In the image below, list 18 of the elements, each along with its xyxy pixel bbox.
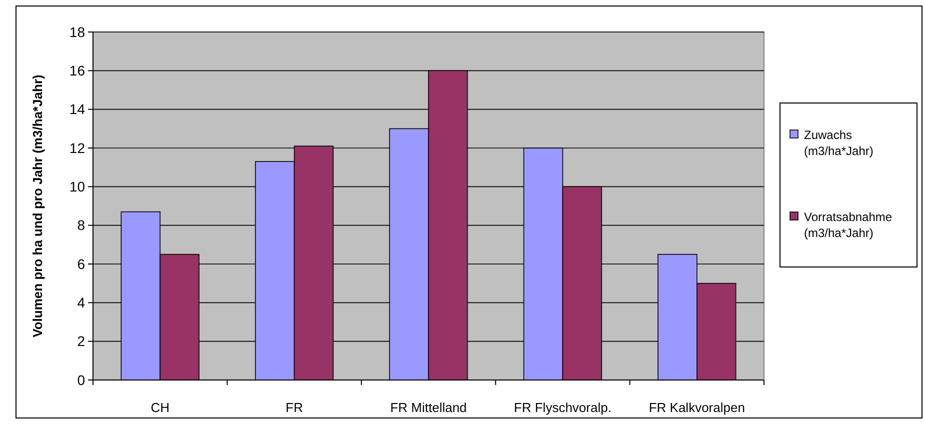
y-tick-label: 12	[69, 140, 86, 156]
x-tick-label: FR	[286, 400, 303, 415]
y-axis-title: Volumen pro ha und pro Jahr (m3/ha*Jahr)	[30, 74, 45, 338]
y-tick-label: 8	[77, 217, 86, 234]
x-tick-label: FR Kalkvoralpen	[648, 400, 745, 415]
legend-label: Vorratsabnahme (m3/ha*Jahr)	[804, 210, 892, 240]
y-tick-label: 4	[77, 294, 86, 311]
legend-label: Zuwachs (m3/ha*Jahr)	[804, 128, 874, 158]
y-tick-label: 16	[69, 62, 86, 79]
y-tick-label: 10	[69, 178, 86, 195]
y-tick-label: 6	[77, 256, 86, 272]
x-tick-label: CH	[150, 400, 170, 415]
x-tick-label: FR Flyschvoralp.	[514, 400, 612, 415]
y-tick-label: 14	[69, 101, 86, 118]
x-tick-label: FR Mittelland	[390, 400, 467, 415]
y-tick-label: 18	[69, 24, 86, 40]
y-tick-label: 2	[77, 333, 86, 350]
y-tick-label: 0	[77, 372, 86, 388]
